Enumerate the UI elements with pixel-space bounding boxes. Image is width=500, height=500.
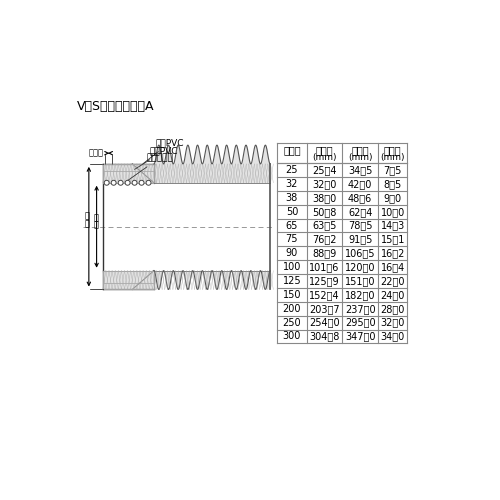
Text: 径: 径 [85, 219, 90, 228]
Text: 295．0: 295．0 [345, 318, 376, 328]
Text: 65: 65 [286, 220, 298, 230]
Circle shape [125, 180, 130, 185]
Text: 50．8: 50．8 [312, 206, 336, 216]
Text: 38．0: 38．0 [312, 193, 336, 203]
Text: V．S．カナラインA: V．S．カナラインA [76, 100, 154, 113]
Text: ピッチ: ピッチ [384, 145, 402, 155]
Text: 250: 250 [282, 318, 301, 328]
Text: 203．7: 203．7 [309, 304, 340, 314]
Text: 200: 200 [282, 304, 301, 314]
Text: 8．5: 8．5 [384, 179, 402, 189]
Text: 63．5: 63．5 [312, 220, 336, 230]
Text: 32．0: 32．0 [312, 179, 336, 189]
Text: 34．5: 34．5 [348, 165, 372, 175]
Text: サイズ: サイズ [283, 145, 300, 155]
Text: 150: 150 [282, 290, 301, 300]
Text: 28．0: 28．0 [380, 304, 405, 314]
Text: 347．0: 347．0 [345, 332, 376, 342]
Text: 10．0: 10．0 [380, 206, 405, 216]
Text: 48．6: 48．6 [348, 193, 372, 203]
Text: 32: 32 [286, 179, 298, 189]
Text: 91．5: 91．5 [348, 234, 372, 244]
Circle shape [118, 180, 123, 185]
Circle shape [139, 180, 144, 185]
Text: 16．4: 16．4 [380, 262, 405, 272]
Text: 外　径: 外 径 [352, 145, 369, 155]
Text: 100: 100 [282, 262, 301, 272]
Text: 90: 90 [286, 248, 298, 258]
Text: 42．0: 42．0 [348, 179, 372, 189]
Text: 14．3: 14．3 [380, 220, 405, 230]
Text: 237．0: 237．0 [345, 304, 376, 314]
Text: 25: 25 [286, 165, 298, 175]
Text: 22．0: 22．0 [380, 276, 405, 286]
Text: 7．5: 7．5 [384, 165, 402, 175]
Text: 内　径: 内 径 [316, 145, 334, 155]
Text: 内: 内 [94, 213, 98, 222]
Text: 62．4: 62．4 [348, 206, 372, 216]
Text: 125．9: 125．9 [309, 276, 340, 286]
Circle shape [104, 180, 109, 185]
Circle shape [146, 180, 151, 185]
Text: 254．0: 254．0 [309, 318, 340, 328]
Text: 16．2: 16．2 [380, 248, 405, 258]
Text: 300: 300 [282, 332, 301, 342]
Text: 径: 径 [94, 221, 98, 230]
Text: 88．9: 88．9 [312, 248, 336, 258]
Text: 125: 125 [282, 276, 301, 286]
Text: 101．6: 101．6 [310, 262, 340, 272]
Text: 152．4: 152．4 [309, 290, 340, 300]
Text: 304．8: 304．8 [310, 332, 340, 342]
Text: 外: 外 [85, 212, 90, 220]
Text: 76．2: 76．2 [312, 234, 336, 244]
Text: ピッチ: ピッチ [88, 148, 104, 158]
Text: 78．5: 78．5 [348, 220, 372, 230]
Text: 25．4: 25．4 [312, 165, 336, 175]
Text: 15．1: 15．1 [380, 234, 405, 244]
Text: 50: 50 [286, 206, 298, 216]
Circle shape [132, 180, 137, 185]
Text: (mm): (mm) [312, 153, 336, 162]
Text: 32．0: 32．0 [380, 318, 405, 328]
Text: 補強コード: 補強コード [127, 154, 173, 181]
Text: 151．0: 151．0 [345, 276, 376, 286]
Text: 軟質PVC: 軟質PVC [134, 146, 178, 170]
Text: (mm): (mm) [348, 153, 372, 162]
Text: 182．0: 182．0 [345, 290, 376, 300]
Text: 24．0: 24．0 [380, 290, 405, 300]
Text: 硬質PVC: 硬質PVC [143, 138, 184, 164]
Text: (mm): (mm) [380, 153, 405, 162]
Text: 106．5: 106．5 [345, 248, 376, 258]
Circle shape [111, 180, 116, 185]
Text: 34．0: 34．0 [380, 332, 405, 342]
Text: 38: 38 [286, 193, 298, 203]
Text: 75: 75 [286, 234, 298, 244]
Text: 120．0: 120．0 [345, 262, 376, 272]
Text: 9．0: 9．0 [384, 193, 402, 203]
